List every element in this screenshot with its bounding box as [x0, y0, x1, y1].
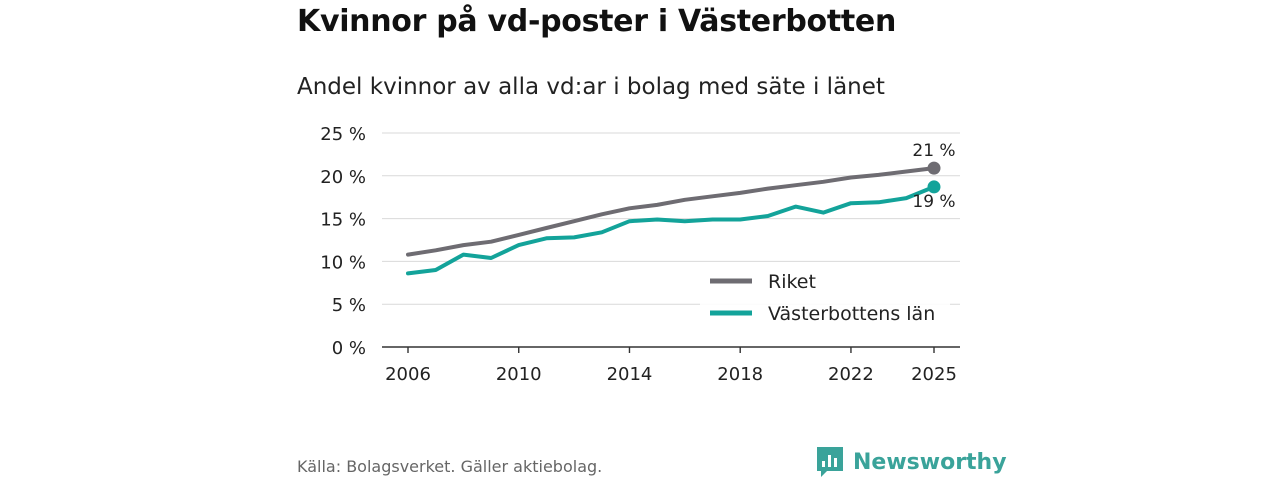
newsworthy-logo-icon: [817, 447, 843, 477]
x-tick-label: 2022: [828, 364, 874, 385]
series-line-2: [406, 184, 936, 276]
series-end-point-2: [927, 180, 941, 194]
y-tick-label: 10 %: [320, 252, 366, 273]
y-tick-label: 5 %: [332, 295, 366, 316]
series-end-label-2: 19 %: [912, 192, 955, 212]
chart-subtitle: Andel kvinnor av alla vd:ar i bolag med …: [297, 74, 885, 100]
y-tick-label: 15 %: [320, 210, 366, 231]
x-tick-label: 2018: [717, 364, 763, 385]
series-end-label-1: 21 %: [912, 141, 955, 161]
legend-label-2: Västerbottens län: [768, 303, 935, 325]
legend-label-1: Riket: [768, 271, 816, 293]
chart-title: Kvinnor på vd-poster i Västerbotten: [297, 4, 897, 39]
series-line-1: [406, 166, 936, 257]
y-tick-label: 0 %: [332, 338, 366, 359]
y-tick-label: 25 %: [320, 124, 366, 145]
y-tick-label: 20 %: [320, 167, 366, 188]
brand-name: Newsworthy: [853, 449, 1007, 475]
x-tick-label: 2014: [607, 364, 653, 385]
brand-logo[interactable]: Newsworthy: [815, 446, 1007, 478]
x-tick-label: 2010: [496, 364, 542, 385]
series-end-point-1: [927, 161, 941, 175]
x-tick-label: 2006: [385, 364, 431, 385]
source-note: Källa: Bolagsverket. Gäller aktiebolag.: [297, 457, 603, 476]
x-tick-label: 2025: [911, 364, 957, 385]
